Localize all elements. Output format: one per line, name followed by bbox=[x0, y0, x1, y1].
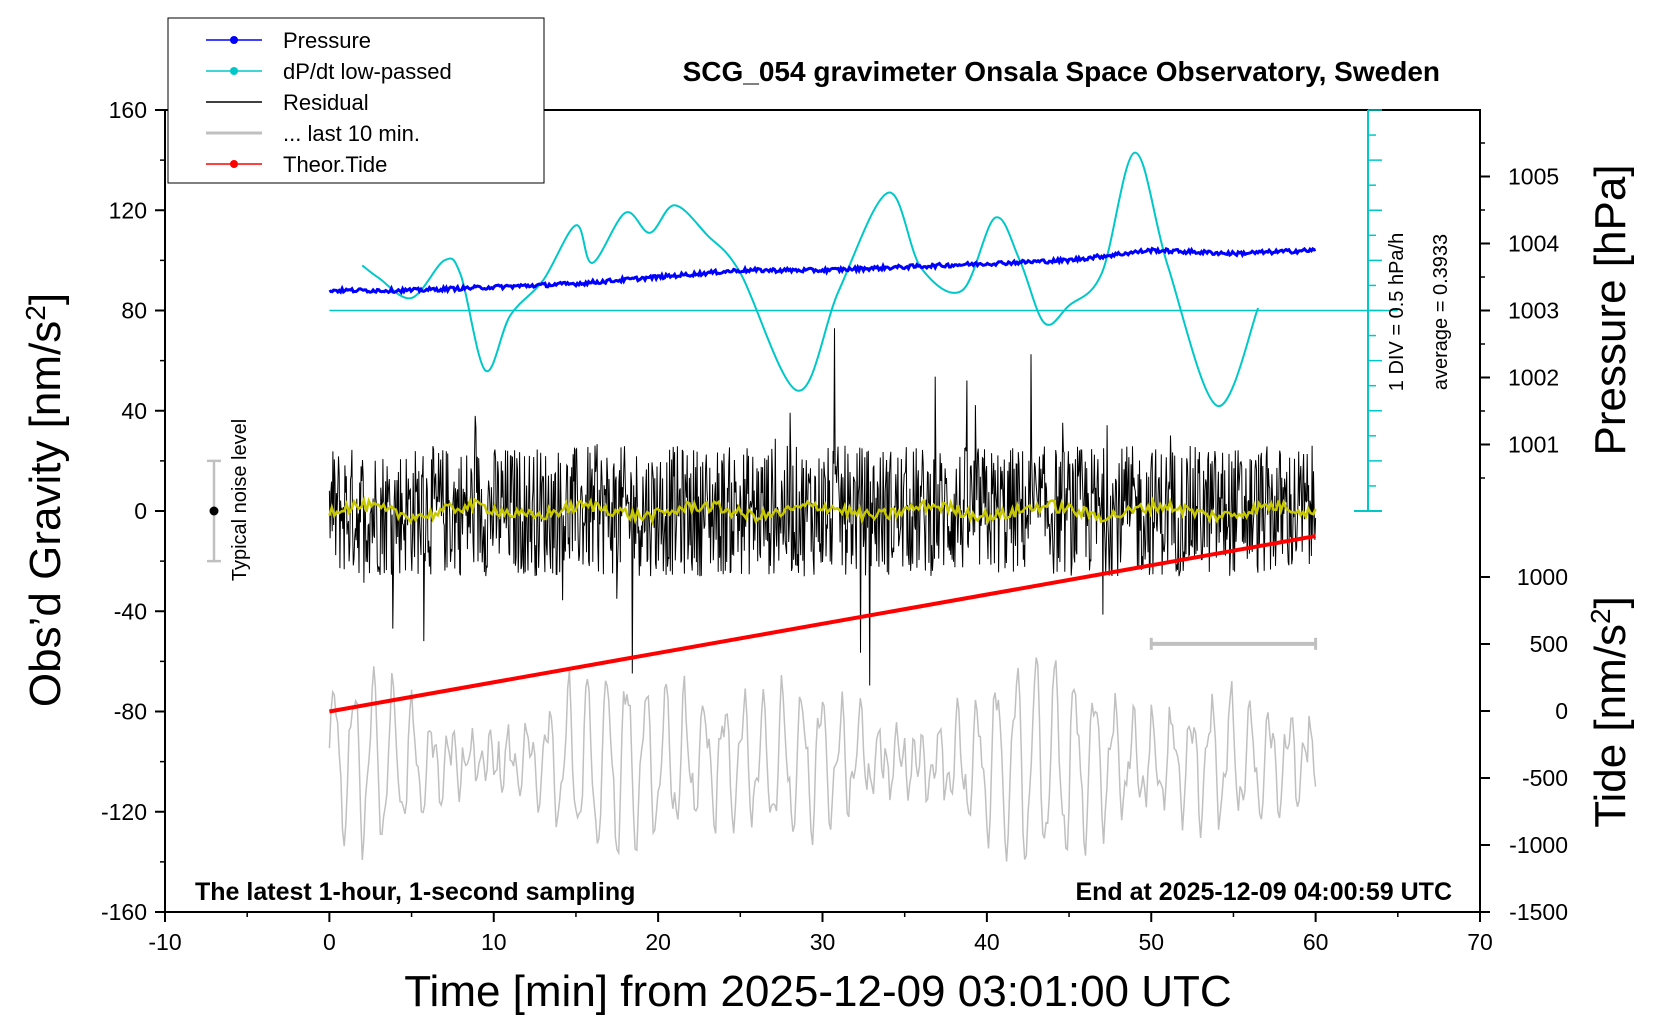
legend-marker bbox=[230, 67, 238, 75]
tide-tick-label: 0 bbox=[1555, 698, 1568, 724]
axis-layer: -10 0 10 20 30 40 50 60 70 160 120 80 40 0 -40 -80 -120 -… bbox=[101, 97, 1568, 955]
legend: Pressure dP/dt low-passed Residual ... last… bbox=[167, 17, 545, 184]
y-label-tide-close: ] bbox=[1586, 596, 1635, 608]
tide-tick-label: -500 bbox=[1522, 765, 1568, 791]
y-label-left-main: Obs’d Gravity [nm/s bbox=[21, 321, 70, 707]
y-tick-label: -120 bbox=[101, 799, 147, 825]
x-tick-label: 70 bbox=[1467, 929, 1493, 955]
noise-label: Typical noise level bbox=[229, 419, 251, 581]
x-tick-label: -10 bbox=[148, 929, 181, 955]
y-label-left-sup: 2 bbox=[20, 305, 51, 321]
y-tick-label: -40 bbox=[114, 598, 147, 624]
pressure-tick-label: 1001 bbox=[1508, 432, 1559, 458]
y-label-left-close: ] bbox=[21, 293, 70, 305]
y-axis-label-tide: Tide [nm/s2] bbox=[1585, 596, 1636, 828]
tide-tick-label: 500 bbox=[1530, 631, 1568, 657]
noise-dot bbox=[209, 506, 219, 516]
y-tick-label: 120 bbox=[109, 197, 147, 223]
y-tick-label: -160 bbox=[101, 899, 147, 925]
legend-label: ... last 10 min. bbox=[283, 121, 420, 146]
bottom-right-note: End at 2025-12-09 04:00:59 UTC bbox=[1075, 878, 1452, 906]
series-residual bbox=[328, 328, 1317, 686]
series-dpdt bbox=[361, 151, 1260, 407]
y-tick-label: 160 bbox=[109, 97, 147, 123]
series-theor-tide bbox=[329, 534, 1316, 714]
legend-box bbox=[167, 17, 545, 184]
tide-tick-label: -1000 bbox=[1509, 832, 1568, 858]
div-label: 1 DIV = 0.5 hPa/h bbox=[1386, 233, 1408, 391]
tide-tick-label: 1000 bbox=[1517, 564, 1568, 590]
bottom-left-note: The latest 1-hour, 1-second sampling bbox=[195, 878, 635, 906]
tide-tick-label: -1500 bbox=[1509, 899, 1568, 925]
x-tick-label: 30 bbox=[810, 929, 836, 955]
x-axis-label: Time [min] from 2025-12-09 03:01:00 UTC bbox=[404, 967, 1231, 1016]
x-tick-label: 50 bbox=[1138, 929, 1164, 955]
legend-marker bbox=[230, 160, 238, 168]
y-tick-label: 80 bbox=[121, 298, 147, 324]
pressure-tick-label: 1005 bbox=[1508, 164, 1559, 190]
x-tick-label: 20 bbox=[645, 929, 671, 955]
x-tick-label: 0 bbox=[323, 929, 336, 955]
y-label-tide-main: Tide [nm/s bbox=[1586, 624, 1635, 828]
series-last10-background bbox=[328, 657, 1317, 862]
legend-label: Residual bbox=[283, 90, 369, 115]
legend-marker bbox=[230, 36, 238, 44]
legend-items: Pressure dP/dt low-passed Residual ... last… bbox=[206, 28, 452, 177]
pressure-tick-label: 1004 bbox=[1508, 231, 1559, 257]
y-tick-label: 40 bbox=[121, 398, 147, 424]
x-tick-label: 60 bbox=[1303, 929, 1329, 955]
x-tick-label: 10 bbox=[481, 929, 507, 955]
average-label: average = 0.3933 bbox=[1430, 234, 1452, 390]
y-tick-label: -80 bbox=[114, 699, 147, 725]
pressure-tick-label: 1003 bbox=[1508, 298, 1559, 324]
y-label-tide-sup: 2 bbox=[1585, 608, 1616, 624]
series-residual-smoothed bbox=[328, 495, 1317, 527]
y-tick-label: 0 bbox=[134, 498, 147, 524]
y-axis-label-pressure: Pressure [hPa] bbox=[1586, 164, 1635, 455]
legend-label: Pressure bbox=[283, 28, 371, 53]
y-axis-label-left: Obs’d Gravity [nm/s2] bbox=[20, 293, 71, 707]
data-layer bbox=[207, 151, 1398, 862]
x-tick-label: 40 bbox=[974, 929, 1000, 955]
legend-label: dP/dt low-passed bbox=[283, 59, 452, 84]
legend-label: Theor.Tide bbox=[283, 152, 387, 177]
series-pressure bbox=[328, 246, 1317, 296]
pressure-tick-label: 1002 bbox=[1508, 365, 1559, 391]
chart-title: SCG_054 gravimeter Onsala Space Observat… bbox=[683, 56, 1440, 87]
